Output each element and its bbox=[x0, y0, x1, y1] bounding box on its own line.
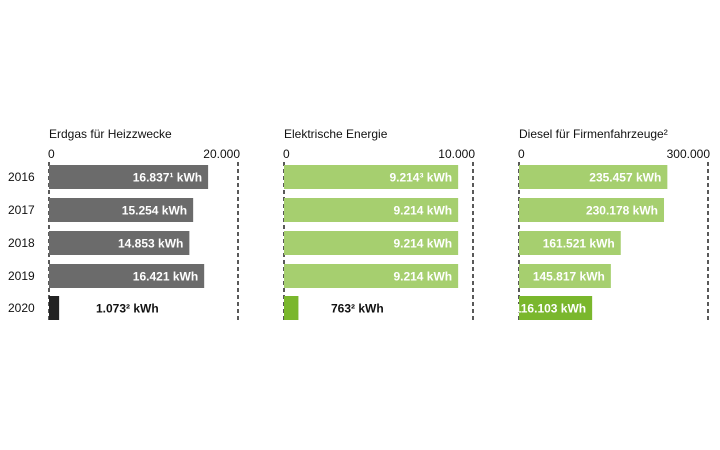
bar-0-2019 bbox=[49, 264, 205, 288]
tick-label-0-1: 20.000 bbox=[203, 147, 240, 161]
panel-title-1: Elektrische Energie bbox=[284, 127, 388, 141]
bar-0-2018 bbox=[49, 231, 190, 255]
bar-label-0-2019: 16.421 kWh bbox=[133, 270, 198, 284]
bar-2-2019 bbox=[519, 264, 611, 288]
bar-1-2016 bbox=[284, 165, 459, 189]
year-label-2016: 2016 bbox=[8, 170, 35, 184]
bar-label-2-2017: 230.178 kWh bbox=[586, 204, 658, 218]
year-label-2017: 2017 bbox=[8, 203, 35, 217]
year-label-2019: 2019 bbox=[8, 269, 35, 283]
bar-1-2020 bbox=[284, 296, 299, 320]
bar-label-1-2019: 9.214 kWh bbox=[393, 270, 452, 284]
bar-1-2019 bbox=[284, 264, 459, 288]
year-label-2018: 2018 bbox=[8, 236, 35, 250]
bar-2-2017 bbox=[519, 198, 665, 222]
tick-label-0-0: 0 bbox=[48, 147, 55, 161]
bar-0-2017 bbox=[49, 198, 194, 222]
bar-label-0-2017: 15.254 kWh bbox=[122, 204, 187, 218]
tick-label-2-0: 0 bbox=[518, 147, 525, 161]
bar-label-1-2020: 763² kWh bbox=[331, 302, 384, 316]
bar-1-2018 bbox=[284, 231, 459, 255]
bar-1-2017 bbox=[284, 198, 459, 222]
bar-2-2020 bbox=[519, 296, 593, 320]
bar-label-2-2020: 116.103 kWh bbox=[515, 302, 586, 316]
bar-0-2020 bbox=[49, 296, 60, 320]
panel-title-2: Diesel für Firmenfahrzeuge² bbox=[519, 127, 668, 141]
bar-label-2-2016: 235.457 kWh bbox=[589, 171, 661, 185]
bar-2-2016 bbox=[519, 165, 668, 189]
panel-title-0: Erdgas für Heizzwecke bbox=[49, 127, 172, 141]
year-label-2020: 2020 bbox=[8, 301, 35, 315]
bar-label-1-2018: 9.214 kWh bbox=[393, 237, 452, 251]
bar-label-0-2016: 16.837¹ kWh bbox=[133, 171, 202, 185]
bar-label-2-2018: 161.521 kWh bbox=[543, 237, 615, 251]
bar-label-0-2018: 14.853 kWh bbox=[118, 237, 183, 251]
bar-2-2018 bbox=[519, 231, 621, 255]
bar-label-0-2020: 1.073² kWh bbox=[96, 302, 159, 316]
tick-label-1-0: 0 bbox=[283, 147, 290, 161]
bar-label-1-2016: 9.214³ kWh bbox=[389, 171, 452, 185]
bar-0-2016 bbox=[49, 165, 209, 189]
bar-label-1-2017: 9.214 kWh bbox=[393, 204, 452, 218]
tick-label-1-1: 10.000 bbox=[438, 147, 475, 161]
bar-label-2-2019: 145.817 kWh bbox=[533, 270, 605, 284]
tick-label-2-1: 300.000 bbox=[667, 147, 711, 161]
